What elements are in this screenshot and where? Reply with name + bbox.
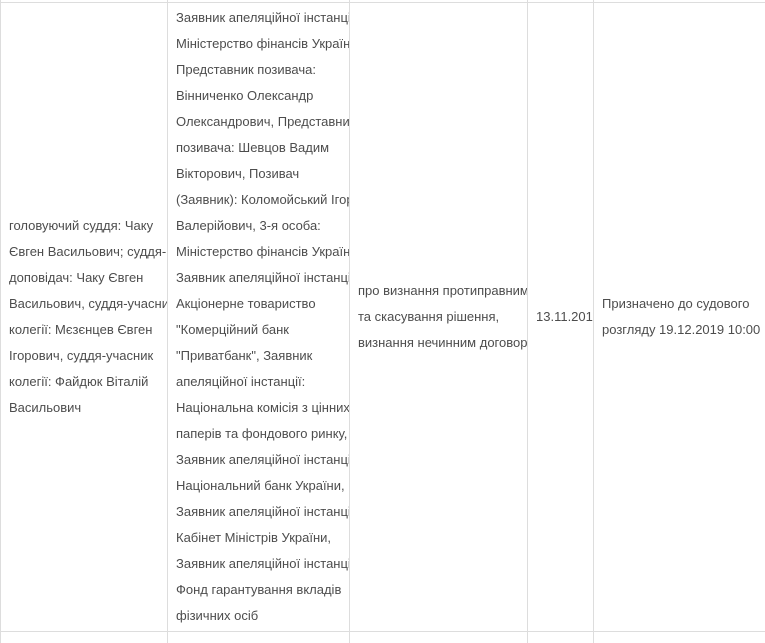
empty-cell [527, 631, 594, 643]
case-subject-text: про визнання протиправним та скасування … [358, 283, 528, 350]
status-text: Призначено до судового розгляду 19.12.20… [602, 296, 761, 337]
table-row-case: головуючий суддя: Чаку Євген Васильович;… [0, 2, 765, 632]
table-row-partial-bottom [0, 631, 765, 643]
parties-text: Заявник апеляційної інстанції: Міністерс… [176, 10, 350, 623]
empty-cell [167, 631, 350, 643]
received-date-text: 13.11.2019 [536, 309, 593, 324]
judges-cell: головуючий суддя: Чаку Євген Васильович;… [0, 2, 168, 632]
parties-cell: Заявник апеляційної інстанції: Міністерс… [167, 2, 350, 632]
status-cell: Призначено до судового розгляду 19.12.20… [593, 2, 765, 632]
received-date-cell: 13.11.2019 [527, 2, 594, 632]
judges-text: головуючий суддя: Чаку Євген Васильович;… [9, 218, 168, 415]
empty-cell [0, 631, 168, 643]
case-subject-cell: про визнання протиправним та скасування … [349, 2, 528, 632]
empty-cell [349, 631, 528, 643]
empty-cell [593, 631, 765, 643]
